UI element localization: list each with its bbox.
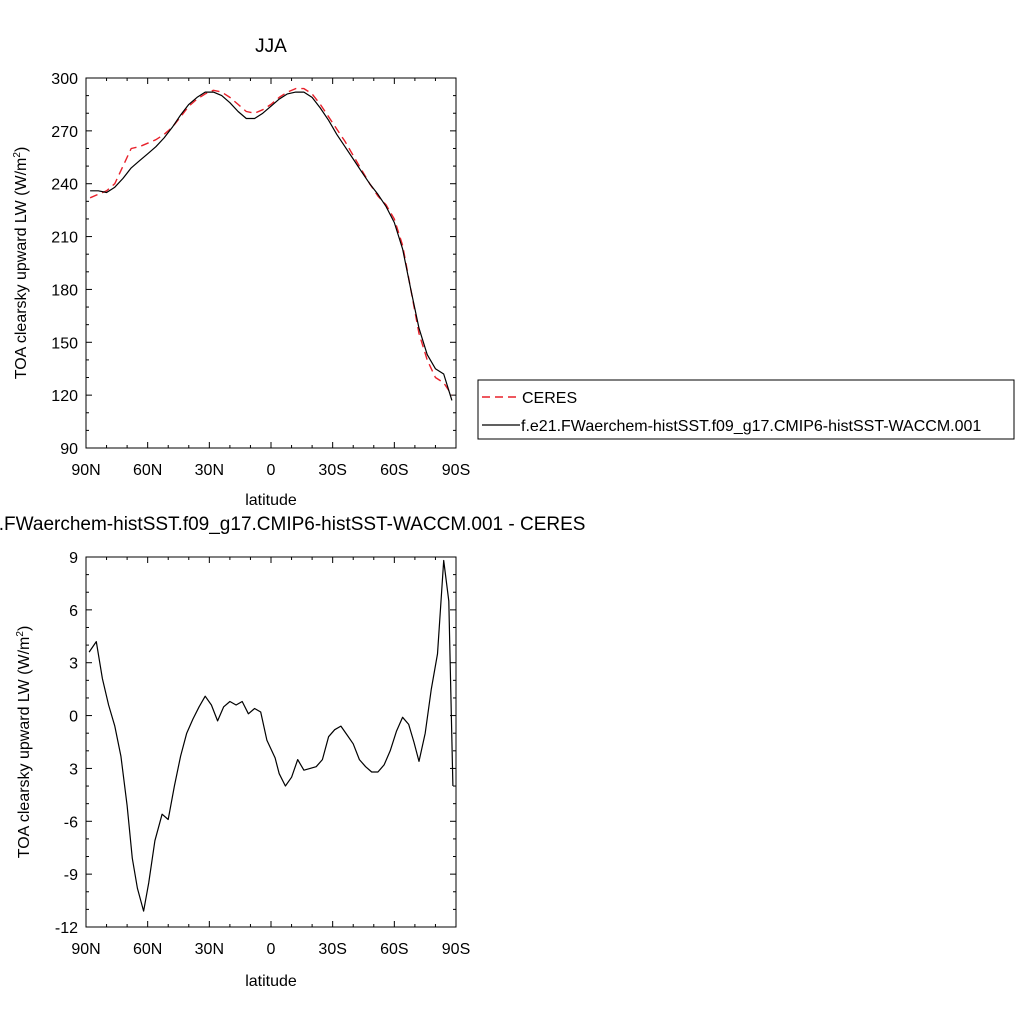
panel-top-xlabel: latitude — [245, 492, 297, 509]
x-tick-label: 90N — [71, 941, 100, 958]
series-line-model — [90, 91, 453, 401]
x-tick-label: 60S — [380, 941, 408, 958]
y-tick-label: -12 — [55, 920, 78, 937]
x-tick-label: 60N — [133, 462, 162, 479]
x-tick-label: 0 — [267, 462, 276, 479]
panel-top-title: JJA — [255, 36, 287, 57]
x-tick-label: 30N — [195, 941, 224, 958]
y-tick-label: 90 — [60, 441, 78, 458]
y-tick-label: 240 — [51, 177, 78, 194]
panel-top-lines — [89, 87, 453, 401]
panel-bottom-title: f.e21.FWaerchem-histSST.f09_g17.CMIP6-hi… — [0, 514, 585, 535]
y-tick-label: -6 — [64, 814, 78, 831]
y-tick-label: 3 — [69, 656, 78, 673]
panel-bottom-ylabel: TOA clearsky upward LW (W/m2) — [15, 626, 33, 859]
y-tick-label: -9 — [64, 867, 78, 884]
legend-label-model: f.e21.FWaerchem-histSST.f09_g17.CMIP6-hi… — [521, 418, 981, 435]
y-tick-label: 300 — [51, 71, 78, 88]
y-tick-label: 210 — [51, 230, 78, 247]
panel-top-ylabel: TOA clearsky upward LW (W/m2) — [12, 147, 30, 380]
panel-bottom-frame — [85, 556, 457, 928]
panel-bottom-xlabel: latitude — [245, 973, 297, 990]
x-tick-label: 30S — [318, 462, 346, 479]
x-tick-label: 90S — [442, 462, 470, 479]
y-tick-label: 6 — [69, 603, 78, 620]
x-tick-label: 90S — [442, 941, 470, 958]
series-line-model — [88, 559, 454, 912]
panel-bottom: f.e21.FWaerchem-histSST.f09_g17.CMIP6-hi… — [0, 514, 585, 990]
x-tick-label: 60S — [380, 462, 408, 479]
panel-bottom-ticks: 90N 60N 30N 0 30S 60S 90S -12 -9 -6 3 0 3 6 9 — [55, 550, 470, 958]
y-tick-label: 270 — [51, 124, 78, 141]
y-tick-label: 3 — [69, 761, 78, 778]
y-tick-label: 120 — [51, 388, 78, 405]
panel-bottom-lines — [88, 559, 454, 912]
legend-box — [477, 379, 1015, 440]
legend-label-ceres: CERES — [522, 390, 577, 407]
y-tick-label: 0 — [69, 709, 78, 726]
panel-top-frame — [85, 77, 457, 449]
panel-top-ticks: 90N 60N 30N 0 30S 60S 90S 90 120 150 180 210 240 270 3… — [51, 71, 470, 479]
panel-top: JJA 90N 60N 30N 0 30S 60S 90S 90 120 150 180 210 240… — [12, 36, 470, 509]
series-line-ceres — [89, 87, 453, 396]
x-tick-label: 60N — [133, 941, 162, 958]
y-tick-label: 180 — [51, 282, 78, 299]
y-tick-label: 150 — [51, 335, 78, 352]
y-tick-label: 9 — [69, 550, 78, 567]
x-tick-label: 0 — [267, 941, 276, 958]
x-tick-label: 30S — [318, 941, 346, 958]
x-tick-label: 30N — [195, 462, 224, 479]
legend: CERES f.e21.FWaerchem-histSST.f09_g17.CM… — [477, 379, 1015, 440]
x-tick-label: 90N — [71, 462, 100, 479]
